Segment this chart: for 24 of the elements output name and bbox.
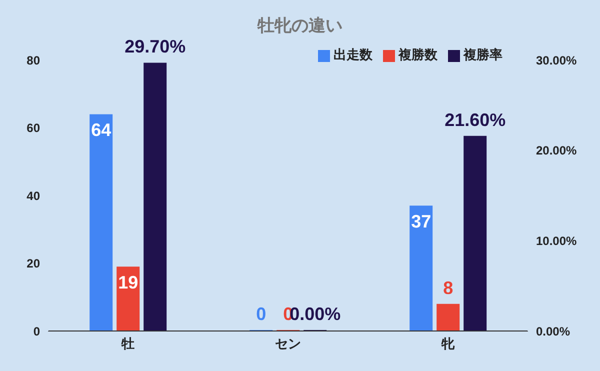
- data-label: 37: [411, 212, 432, 232]
- y-tick-label: 60: [26, 121, 40, 136]
- x-tick-label: 牡: [120, 336, 134, 352]
- y2-tick-label: 30.00%: [536, 53, 578, 68]
- data-label: 0.00%: [290, 304, 341, 324]
- x-tick-label: セン: [275, 336, 301, 352]
- y-tick-label: 0: [33, 324, 40, 338]
- data-label: 0: [256, 304, 266, 324]
- data-label: 8: [443, 278, 454, 298]
- legend-label: 複勝数: [398, 47, 438, 62]
- x-tick-label: 牝: [440, 336, 456, 352]
- y2-tick-label: 20.00%: [536, 144, 578, 158]
- legend-label: 出走数: [334, 47, 372, 62]
- y-tick-label: 40: [26, 188, 40, 203]
- data-label: 19: [118, 272, 138, 293]
- y-tick-label: 20: [26, 256, 40, 271]
- data-label: 29.70%: [124, 36, 186, 57]
- y-tick-label: 80: [26, 53, 40, 68]
- y2-tick-label: 10.00%: [536, 234, 578, 248]
- legend-label: 複勝率: [464, 47, 502, 62]
- data-label: 21.60%: [444, 110, 506, 130]
- data-label: 64: [91, 120, 112, 140]
- chart-title: 牡牝の違い: [256, 15, 344, 37]
- y2-tick-label: 0.00%: [536, 324, 570, 338]
